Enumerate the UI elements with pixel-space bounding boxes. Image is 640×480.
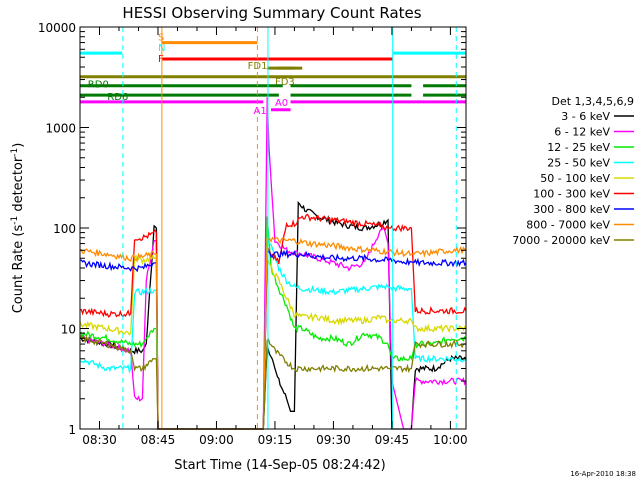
series-line-3 (79, 237, 467, 430)
flag-label-f: F (158, 54, 164, 65)
legend-entry-2: 12 - 25 keV (547, 141, 610, 154)
legend-entry-6: 300 - 800 keV (533, 203, 610, 216)
y-axis-label: Count Rate (s-1 detector-1) (10, 143, 26, 314)
legend-entry-5: 100 - 300 keV (533, 188, 610, 201)
series-line-0 (79, 200, 467, 430)
legend-entry-4: 50 - 100 keV (540, 172, 610, 185)
y-tick-label: 1000 (45, 122, 76, 136)
series-line-6 (80, 248, 467, 430)
series-line-4 (79, 254, 467, 430)
series-line-8 (79, 334, 467, 430)
flag-label-s: S (158, 33, 164, 44)
legend-entry-3: 25 - 50 keV (547, 157, 610, 170)
x-tick-label: 08:30 (82, 433, 117, 447)
legend-entry-1: 6 - 12 keV (554, 126, 610, 139)
series-line-1 (79, 97, 467, 430)
date-stamp: 16-Apr-2010 18:38 (570, 470, 636, 478)
series-line-7 (80, 236, 467, 430)
legend-entry-7: 800 - 7000 keV (526, 219, 610, 232)
y-tick-label: 100 (53, 222, 76, 236)
y-tick-label: 1 (68, 423, 76, 437)
y-tick-label: 10000 (38, 21, 76, 35)
x-axis-label: Start Time (14-Sep-05 08:24:42) (174, 458, 385, 473)
x-tick-label: 08:45 (141, 433, 176, 447)
legend-title: Det 1,3,4,5,6,9 (551, 95, 634, 108)
x-tick-label: 10:00 (433, 433, 468, 447)
chart-title: HESSI Observing Summary Count Rates (122, 4, 421, 22)
x-tick-label: 09:45 (375, 433, 410, 447)
flag-label-rd0: RD0 (88, 79, 109, 90)
flag-label-rd6: RD6 (107, 92, 128, 103)
x-tick-label: 09:00 (199, 433, 234, 447)
x-tick-label: 09:15 (258, 433, 293, 447)
x-tick-label: 09:30 (316, 433, 351, 447)
y-tick-label: 10 (61, 323, 76, 337)
legend-entry-8: 7000 - 20000 keV (512, 234, 610, 247)
legend-entry-0: 3 - 6 keV (561, 110, 610, 123)
flag-label-fd3: FD3 (275, 77, 295, 88)
flag-label-a1: A1 (254, 106, 267, 117)
flag-label-a0: A0 (275, 98, 288, 109)
